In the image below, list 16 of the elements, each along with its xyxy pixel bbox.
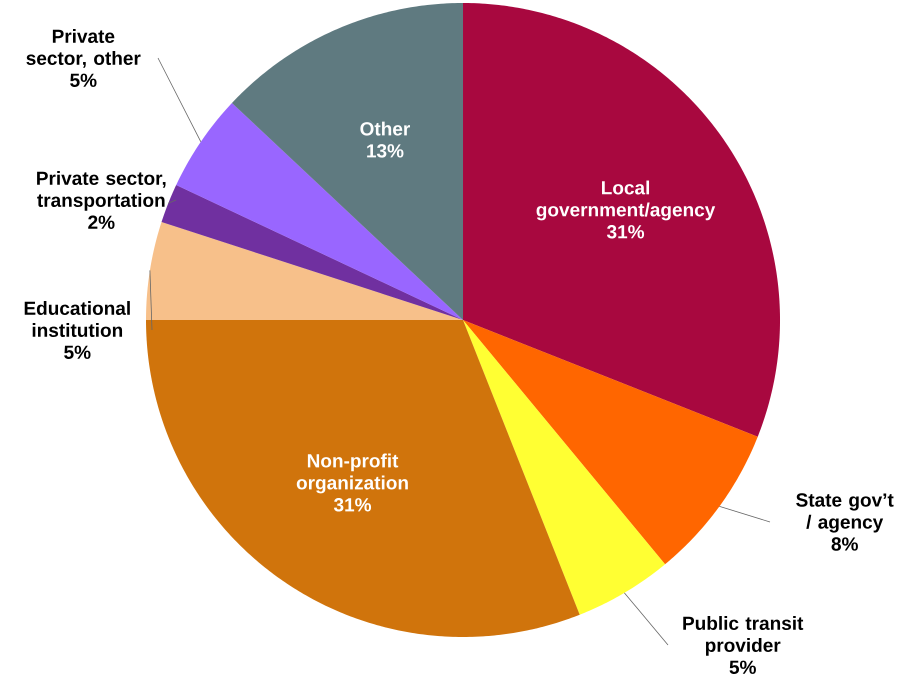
data-label: 31% xyxy=(334,498,372,512)
data-label: 13% xyxy=(367,144,404,158)
data-label: 5% xyxy=(64,346,91,359)
slice-label: Private sector, transportation xyxy=(37,171,166,211)
slice-label: Local government/agency xyxy=(536,180,716,220)
slice-label: Educational institution xyxy=(24,301,130,337)
data-label: 8% xyxy=(832,537,858,551)
slice-label: Private sector, other xyxy=(26,29,141,68)
slice-label: State gov’t / agency xyxy=(796,493,894,533)
data-label: 5% xyxy=(70,74,97,87)
slice-label: Non-profit organization xyxy=(296,454,408,494)
slice-label: Other xyxy=(360,122,410,136)
data-label: 2% xyxy=(88,216,115,229)
slice-label: Public transit provider xyxy=(683,616,804,656)
data-label: 5% xyxy=(730,660,756,674)
data-label: 31% xyxy=(606,225,644,239)
